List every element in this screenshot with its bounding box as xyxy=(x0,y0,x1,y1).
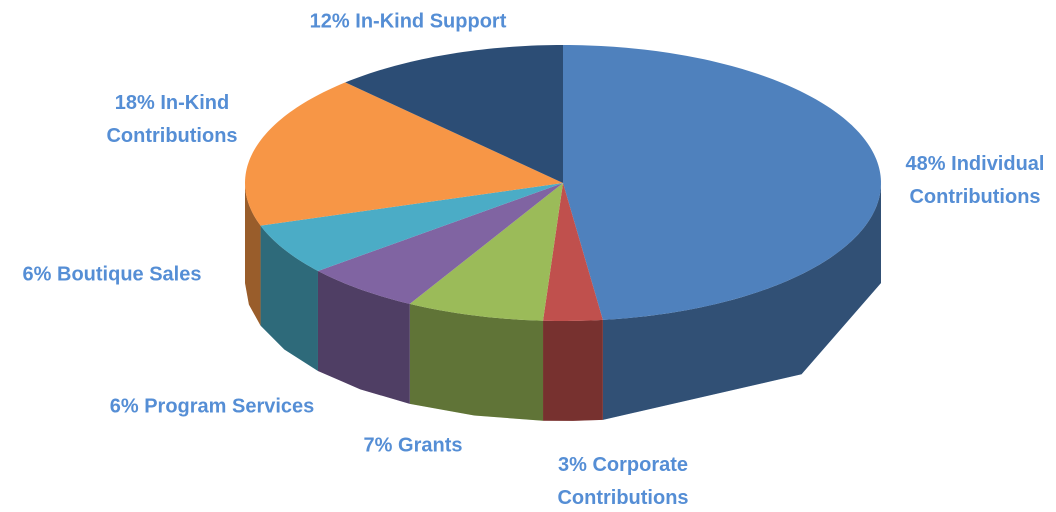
pie-side-shade xyxy=(260,225,318,371)
category-label: Corporate Contributions xyxy=(557,454,689,509)
slice-label: 6% Program Services xyxy=(110,391,315,424)
pie-side xyxy=(317,270,410,404)
pie-slice xyxy=(345,45,563,183)
slice-label: 48% Individual Contributions xyxy=(880,148,1056,214)
category-label: Boutique Sales xyxy=(57,263,202,286)
pie-side-shade xyxy=(543,319,603,421)
value-label: 12% xyxy=(309,10,350,33)
pie-side-shade xyxy=(409,303,544,421)
value-label: 6% xyxy=(109,395,139,418)
pie-slice xyxy=(543,183,603,321)
category-label: In-Kind Support xyxy=(355,10,507,33)
value-label: 6% xyxy=(22,263,52,286)
pie-side-shade xyxy=(245,183,261,326)
category-label: Grants xyxy=(398,434,463,457)
pie-slice xyxy=(409,183,563,321)
pie-slice xyxy=(317,183,563,304)
pie-side xyxy=(245,183,261,326)
slice-label: 6% Boutique Sales xyxy=(23,259,202,292)
pie-side xyxy=(260,225,318,371)
pie-side xyxy=(543,319,603,421)
value-label: 18% xyxy=(114,92,155,114)
value-label: 7% xyxy=(363,434,393,457)
slice-label: 3% Corporate Contributions xyxy=(538,449,708,512)
value-label: 3% xyxy=(557,454,587,476)
slice-label: 7% Grants xyxy=(364,430,463,463)
pie-slice xyxy=(260,183,563,271)
pie-side xyxy=(602,183,881,420)
slice-label: 18% In-Kind Contributions xyxy=(87,87,257,153)
pie-slice xyxy=(245,82,563,226)
category-label: Individual Contributions xyxy=(909,153,1045,208)
category-label: Program Services xyxy=(144,395,315,418)
slice-label: 12% In-Kind Support xyxy=(310,6,507,39)
category-label: In-Kind Contributions xyxy=(106,92,238,147)
pie-side xyxy=(409,303,544,421)
pie-slice xyxy=(563,45,881,320)
pie-side-shade xyxy=(602,183,881,420)
value-label: 48% xyxy=(905,153,946,175)
pie-side-shade xyxy=(317,270,410,404)
